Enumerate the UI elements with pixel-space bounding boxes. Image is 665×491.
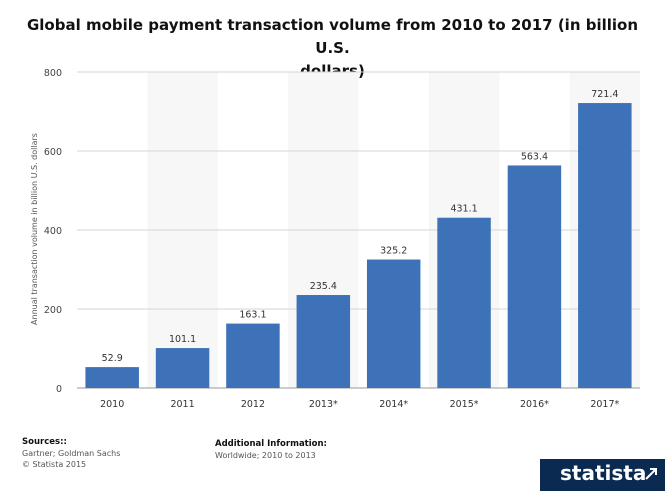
bar-2017*[interactable] — [578, 103, 632, 388]
bar-2013*[interactable] — [296, 295, 351, 388]
value-label: 235.4 — [310, 281, 337, 292]
copyright-text: © Statista 2015 — [22, 460, 87, 469]
value-label: 163.1 — [239, 310, 266, 321]
x-tick-label: 2016* — [520, 399, 549, 410]
y-tick-label: 800 — [44, 68, 62, 79]
x-tick-label: 2012 — [241, 399, 265, 410]
x-tick-label: 2013* — [309, 399, 338, 410]
y-axis-label: Annual transaction volume in billion U.S… — [30, 133, 39, 325]
sources-text: Gartner; Goldman Sachs — [22, 449, 121, 458]
value-label: 325.2 — [380, 246, 407, 257]
additional-info-text: Worldwide; 2010 to 2013 — [215, 451, 316, 460]
bar-2010[interactable] — [85, 367, 139, 388]
bar-2014*[interactable] — [366, 259, 421, 388]
y-tick-label: 400 — [44, 226, 62, 237]
value-label: 563.4 — [521, 151, 548, 162]
y-tick-label: 0 — [56, 384, 62, 395]
bar-2016*[interactable] — [507, 165, 562, 388]
x-tick-label: 2011 — [170, 399, 194, 410]
bars — [85, 103, 632, 388]
value-label: 721.4 — [591, 89, 618, 100]
value-label: 431.1 — [450, 204, 477, 215]
x-tick-label: 2015* — [450, 399, 479, 410]
y-tick-label: 200 — [44, 305, 62, 316]
bar-2012[interactable] — [226, 323, 280, 388]
sources-block: Sources:: Gartner; Goldman Sachs © Stati… — [22, 437, 120, 470]
chart-title-line-1: Global mobile payment transaction volume… — [26, 16, 639, 57]
additional-info-block: Additional Information: Worldwide; 2010 … — [215, 439, 327, 461]
y-axis-ticks: 0 200 400 600 800 — [44, 68, 62, 395]
bar-2015*[interactable] — [437, 217, 491, 388]
additional-info-heading: Additional Information: — [215, 439, 327, 449]
y-tick-label: 600 — [44, 147, 62, 158]
bar-2011[interactable] — [155, 348, 210, 388]
x-axis-labels: 2010 2011 2012 2013* 2014* 2015* 2016* 2017* — [100, 399, 619, 410]
statista-logo-icon — [645, 468, 657, 480]
x-tick-label: 2017* — [590, 399, 619, 410]
value-labels: 52.9 101.1 163.1 235.4 325.2 431.1 563.4 721.4 — [102, 89, 619, 364]
statista-logo[interactable]: statista — [560, 461, 647, 485]
value-label: 101.1 — [169, 334, 196, 345]
sources-heading: Sources:: — [22, 437, 67, 447]
x-tick-label: 2010 — [100, 399, 124, 410]
x-tick-label: 2014* — [379, 399, 408, 410]
value-label: 52.9 — [102, 353, 123, 364]
brand-bar — [540, 459, 665, 491]
